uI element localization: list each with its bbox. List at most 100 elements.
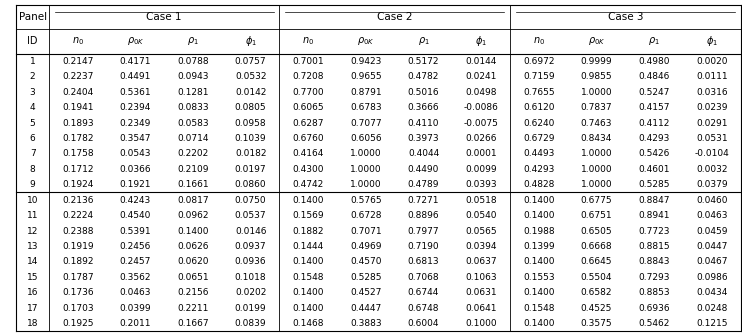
Text: 0.1400: 0.1400 [523,196,554,205]
Text: 0.1399: 0.1399 [523,242,554,251]
Text: $\rho_1$: $\rho_1$ [187,35,199,48]
Text: 0.1400: 0.1400 [292,196,324,205]
Text: 0.5247: 0.5247 [638,88,670,97]
Text: 0.1736: 0.1736 [62,288,93,297]
Text: 0.1882: 0.1882 [292,226,324,235]
Text: 0.0962: 0.0962 [177,211,209,220]
Text: 0.2156: 0.2156 [177,288,209,297]
Text: 0.0543: 0.0543 [119,150,151,159]
Text: 1.0000: 1.0000 [350,180,381,189]
Text: 1: 1 [30,57,36,66]
Text: 0.0111: 0.0111 [696,72,727,81]
Text: 0.4493: 0.4493 [523,150,554,159]
Text: 0.6728: 0.6728 [350,211,381,220]
Text: 0.2011: 0.2011 [119,319,151,328]
Text: 0.9655: 0.9655 [350,72,381,81]
Text: 0.4490: 0.4490 [408,165,439,174]
Text: 0.4171: 0.4171 [119,57,151,66]
Text: 0.1782: 0.1782 [62,134,93,143]
Text: 0.0144: 0.0144 [465,57,497,66]
Text: 0.6744: 0.6744 [408,288,439,297]
Text: 0.0182: 0.0182 [235,150,266,159]
Text: 0.4110: 0.4110 [408,119,439,128]
Text: 0.4527: 0.4527 [350,288,381,297]
Text: 0.2456: 0.2456 [119,242,151,251]
Text: 0.1548: 0.1548 [292,273,324,282]
Text: 0.8896: 0.8896 [408,211,439,220]
Text: 0.6783: 0.6783 [350,103,381,112]
Text: 0.0202: 0.0202 [235,288,266,297]
Text: 0.0248: 0.0248 [696,304,727,313]
Text: 0.5391: 0.5391 [119,226,151,235]
Text: 0.6748: 0.6748 [408,304,439,313]
Text: 0.2349: 0.2349 [119,119,151,128]
Text: $\rho_{0K}$: $\rho_{0K}$ [357,35,375,48]
Text: 1.0000: 1.0000 [581,88,612,97]
Text: 1.0000: 1.0000 [581,150,612,159]
Text: 0.1919: 0.1919 [62,242,93,251]
Text: 0.0394: 0.0394 [465,242,497,251]
Text: 0.0537: 0.0537 [235,211,266,220]
Text: 18: 18 [27,319,39,328]
Text: 0.4969: 0.4969 [350,242,381,251]
Text: 0.0463: 0.0463 [119,288,151,297]
Text: 0.4789: 0.4789 [408,180,439,189]
Text: 0.4601: 0.4601 [638,165,670,174]
Text: 0.7208: 0.7208 [292,72,324,81]
Text: 0.0637: 0.0637 [465,257,497,266]
Text: 0.6065: 0.6065 [292,103,324,112]
Text: 0.1400: 0.1400 [523,257,554,266]
Text: $n_0$: $n_0$ [72,36,84,47]
Text: $n_0$: $n_0$ [302,36,315,47]
Text: 0.0540: 0.0540 [465,211,497,220]
Text: ID: ID [27,36,38,47]
Text: 0.6056: 0.6056 [350,134,381,143]
Text: 0.4980: 0.4980 [638,57,670,66]
Text: 0.6004: 0.6004 [408,319,439,328]
Text: 0.2109: 0.2109 [177,165,209,174]
Text: 0.4447: 0.4447 [350,304,381,313]
Text: 8: 8 [30,165,36,174]
Text: 0.4300: 0.4300 [292,165,324,174]
Text: 0.0531: 0.0531 [696,134,727,143]
Text: 0.8847: 0.8847 [638,196,670,205]
Text: 0.2388: 0.2388 [62,226,93,235]
Text: 0.0197: 0.0197 [235,165,266,174]
Text: 0.6775: 0.6775 [581,196,612,205]
Text: 0.8843: 0.8843 [638,257,670,266]
Text: Case 2: Case 2 [377,12,413,22]
Text: 0.0833: 0.0833 [177,103,209,112]
Text: Case 3: Case 3 [608,12,643,22]
Text: 0.0641: 0.0641 [465,304,497,313]
Text: 0.0620: 0.0620 [177,257,209,266]
Text: 16: 16 [27,288,39,297]
Text: 0.0583: 0.0583 [177,119,209,128]
Text: 0.7723: 0.7723 [638,226,670,235]
Text: 0.1921: 0.1921 [119,180,151,189]
Text: 0.0750: 0.0750 [235,196,266,205]
Text: 0.2136: 0.2136 [62,196,93,205]
Text: 0.0839: 0.0839 [235,319,266,328]
Text: 0.2224: 0.2224 [62,211,93,220]
Text: 0.0020: 0.0020 [696,57,727,66]
Text: 0.2202: 0.2202 [177,150,209,159]
Text: -0.0075: -0.0075 [464,119,499,128]
Text: 0.3666: 0.3666 [408,103,439,112]
Text: 0.8853: 0.8853 [638,288,670,297]
Text: 0.0032: 0.0032 [696,165,727,174]
Text: 0.6645: 0.6645 [581,257,612,266]
Text: 0.1548: 0.1548 [523,304,554,313]
Text: 0.1018: 0.1018 [235,273,266,282]
Text: 0.0467: 0.0467 [696,257,727,266]
Text: 0.0463: 0.0463 [696,211,727,220]
Text: 0.4157: 0.4157 [638,103,670,112]
Text: 0.0936: 0.0936 [235,257,266,266]
Text: 0.7068: 0.7068 [408,273,439,282]
Text: 0.1941: 0.1941 [62,103,93,112]
Text: 0.0001: 0.0001 [465,150,497,159]
Text: 0.7159: 0.7159 [523,72,554,81]
Text: 1.0000: 1.0000 [350,165,381,174]
Text: 0.1712: 0.1712 [62,165,93,174]
Text: 0.1758: 0.1758 [62,150,93,159]
Text: 0.4243: 0.4243 [119,196,151,205]
